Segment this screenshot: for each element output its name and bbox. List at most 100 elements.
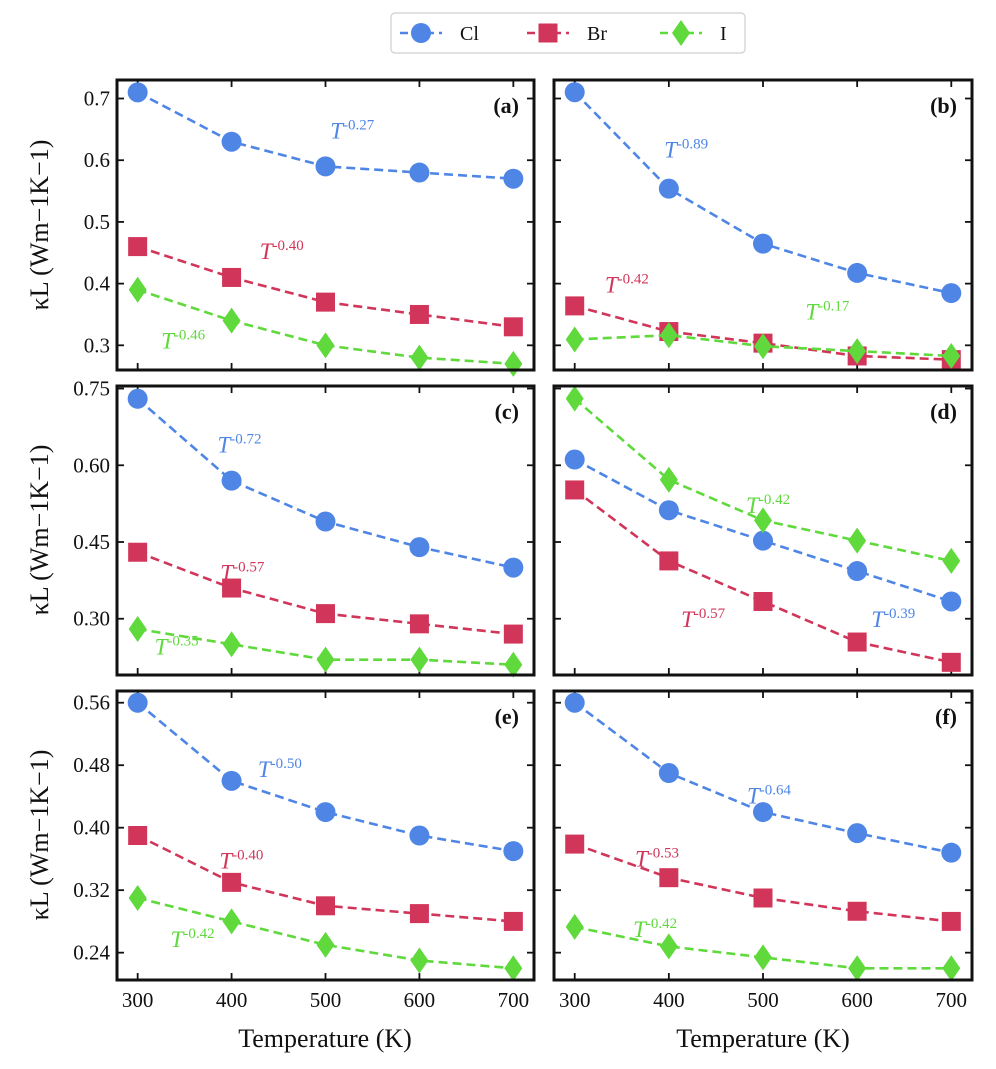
data-point-cl-700 <box>503 557 524 578</box>
legend-marker-diamond <box>672 20 690 46</box>
x-tick-label: 400 <box>216 988 248 1012</box>
y-tick-label: 0.48 <box>73 753 110 777</box>
data-point-i-300 <box>565 385 584 412</box>
data-point-br-400 <box>222 267 242 287</box>
panel-label: (d) <box>930 399 957 424</box>
data-point-cl-300 <box>127 82 148 103</box>
data-point-cl-400 <box>658 178 679 199</box>
data-point-br-300 <box>128 826 148 845</box>
annotation-cl: T-0.50 <box>258 756 302 782</box>
legend-label: Br <box>587 23 607 45</box>
y-tick-label: 0.6 <box>84 148 110 172</box>
data-point-cl-700 <box>503 168 524 189</box>
y-tick-label: 0.30 <box>73 607 110 631</box>
annotation-br: T-0.53 <box>635 846 679 872</box>
data-point-br-400 <box>659 551 679 571</box>
data-point-br-600 <box>409 904 429 924</box>
legend-label: I <box>720 23 727 45</box>
data-point-i-700 <box>504 955 523 982</box>
data-point-br-600 <box>409 304 429 324</box>
x-tick-label: 400 <box>653 988 685 1012</box>
data-point-cl-300 <box>127 692 148 713</box>
series-i <box>565 322 961 369</box>
panel-frame <box>115 78 536 372</box>
data-point-cl-300 <box>564 449 585 470</box>
x-tick-label: 600 <box>404 988 436 1012</box>
series-br <box>565 480 961 672</box>
panel-frame <box>552 689 974 982</box>
y-tick-label: 0.75 <box>73 377 110 401</box>
data-point-cl-300 <box>564 82 585 103</box>
legend-item-cl: Cl <box>400 23 479 45</box>
panel-e: 300 400 500 600 700 0.24 0.32 0.40 0.48 0.56 T-0.5… <box>73 689 536 1012</box>
series-cl <box>127 692 524 862</box>
data-point-br-300 <box>128 542 148 562</box>
y-axis-title: κL (Wm−1K−1) <box>25 445 54 616</box>
series-i <box>565 913 961 982</box>
x-axis-title: Temperature (K) <box>238 1024 412 1053</box>
series-cl <box>564 82 962 304</box>
panel-label: (c) <box>495 399 519 424</box>
data-point-cl-700 <box>503 841 524 862</box>
legend-marker-circle <box>411 23 431 43</box>
data-point-i-600 <box>848 527 867 554</box>
data-point-br-500 <box>316 292 335 312</box>
panel-frame <box>115 384 536 677</box>
data-point-cl-300 <box>127 388 148 409</box>
data-point-i-700 <box>504 350 523 377</box>
panel-a: 0.3 0.4 0.5 0.6 0.7 T-0.27 T-0.40 T-0.46 (a) <box>84 78 536 377</box>
data-point-br-600 <box>409 614 429 634</box>
data-point-i-400 <box>659 322 678 349</box>
panels: 0.3 0.4 0.5 0.6 0.7 T-0.27 T-0.40 T-0.46 (a) T-0.… <box>73 78 974 1012</box>
annotation-i: T-0.42 <box>633 916 677 942</box>
legend-item-i: I <box>660 20 727 46</box>
annotation-br: T-0.57 <box>220 559 265 585</box>
x-tick-label: 700 <box>936 988 968 1012</box>
series-line <box>137 288 514 366</box>
data-point-cl-500 <box>753 530 773 551</box>
data-point-i-700 <box>942 342 961 369</box>
x-tick-label: 500 <box>310 988 342 1012</box>
x-tick-label: 300 <box>122 988 154 1012</box>
legend-label: Cl <box>460 23 479 45</box>
annotation-cl: T-0.64 <box>747 782 792 808</box>
data-point-i-600 <box>410 947 429 974</box>
series-cl <box>564 692 962 863</box>
data-point-i-300 <box>565 913 584 940</box>
annotation-i: T-0.46 <box>161 327 206 353</box>
data-point-br-300 <box>565 480 585 500</box>
annotation-cl: T-0.27 <box>330 118 375 144</box>
data-point-cl-300 <box>564 692 585 713</box>
data-point-br-400 <box>659 868 679 888</box>
panel-label: (f) <box>935 704 957 729</box>
data-point-i-500 <box>754 944 772 971</box>
y-tick-label: 0.4 <box>84 272 111 296</box>
annotation-cl: T-0.72 <box>217 431 261 457</box>
series-line <box>574 842 952 923</box>
series-line <box>574 458 952 603</box>
x-tick-label: 700 <box>498 988 530 1012</box>
y-tick-label: 0.56 <box>73 691 110 715</box>
x-tick-label: 300 <box>559 988 591 1012</box>
series-i <box>128 884 523 982</box>
data-point-i-700 <box>504 651 523 678</box>
series-line <box>136 397 514 569</box>
data-point-cl-500 <box>315 511 336 532</box>
data-point-i-300 <box>128 615 147 642</box>
data-point-br-700 <box>503 624 523 644</box>
data-point-br-700 <box>503 911 523 931</box>
data-point-cl-500 <box>315 156 336 177</box>
annotation-br: T-0.57 <box>681 606 726 632</box>
panel-label: (a) <box>493 93 519 118</box>
data-point-br-300 <box>565 296 585 316</box>
panel-d: T-0.39 T-0.57 T-0.42 (d) <box>552 384 974 677</box>
y-tick-label: 0.60 <box>73 453 110 477</box>
data-point-br-500 <box>316 896 335 916</box>
data-point-cl-500 <box>315 802 336 823</box>
data-point-br-700 <box>941 911 961 931</box>
annotation-i: T-0.42 <box>746 492 790 518</box>
data-point-i-300 <box>128 884 147 911</box>
data-point-cl-700 <box>941 842 962 863</box>
data-point-i-400 <box>659 933 678 960</box>
